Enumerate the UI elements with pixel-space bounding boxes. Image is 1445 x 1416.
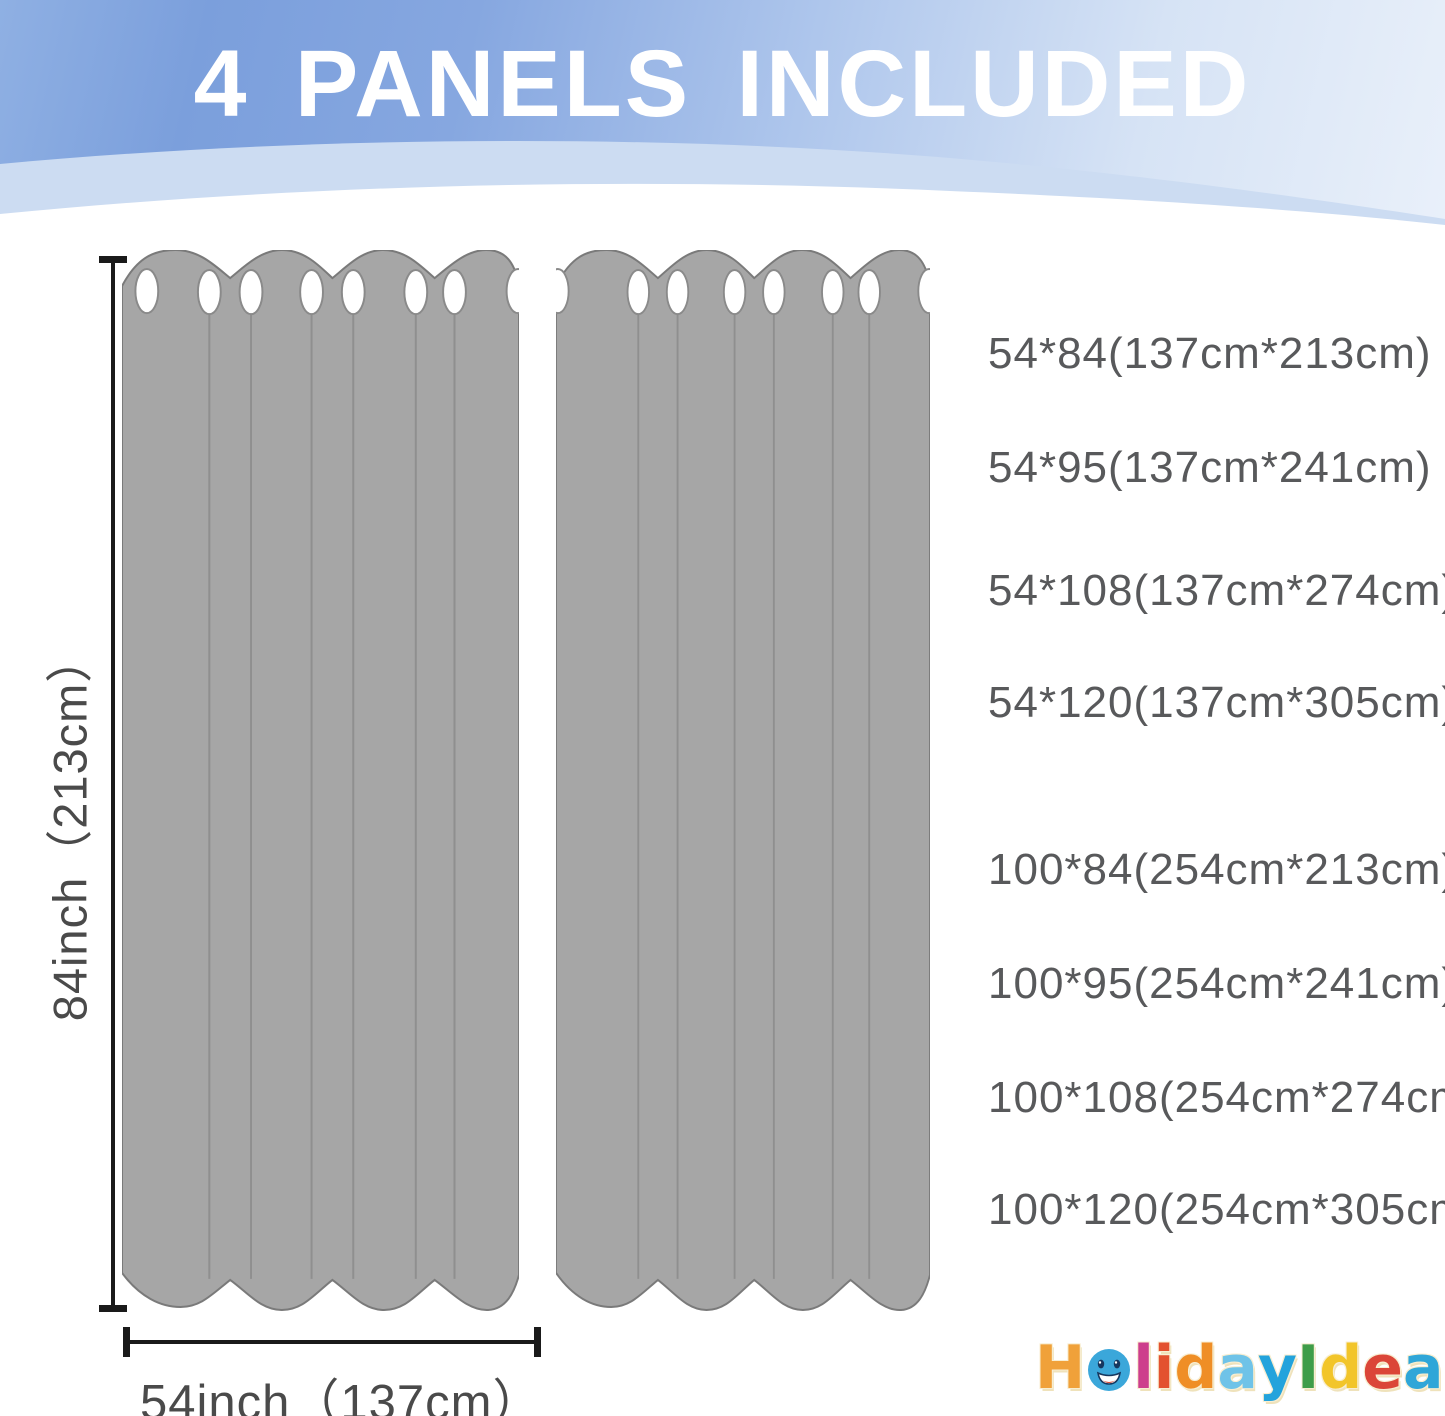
size-item: 100*120(254cm*305cm) xyxy=(988,1185,1445,1234)
logo-letter: e xyxy=(1362,1333,1403,1403)
banner-title: 4 PANELS INCLUDED xyxy=(193,31,1252,137)
height-dimension-cap-bottom xyxy=(99,1305,127,1312)
curtain-fabric xyxy=(556,250,930,1311)
size-item: 54*95(137cm*241cm) xyxy=(988,443,1432,492)
logo-letter: s xyxy=(1443,1336,1445,1400)
curtain-fabric xyxy=(122,250,519,1311)
width-label: 54inch（137cm） xyxy=(140,1376,543,1416)
banner-wave-decoration xyxy=(0,140,1445,240)
logo-letter: a xyxy=(1402,1333,1444,1403)
size-item: 100*108(254cm*274cm) xyxy=(988,1073,1445,1122)
logo-letter: H xyxy=(1035,1333,1086,1403)
grommets xyxy=(556,268,930,316)
grommets xyxy=(134,268,519,316)
width-dimension-cap-left xyxy=(123,1327,130,1357)
height-label: 84inch（213cm） xyxy=(43,634,97,1022)
logo-letter: i xyxy=(1153,1333,1175,1403)
curtain-fold-lines xyxy=(637,314,871,1279)
curtain-fold-lines xyxy=(208,314,456,1279)
logo-letter: a xyxy=(1217,1333,1258,1403)
height-dimension-cap-top xyxy=(99,256,127,263)
curtain-panel-right xyxy=(556,250,930,1311)
curtain-panel-left xyxy=(122,250,519,1311)
size-item: 54*120(137cm*305cm) xyxy=(988,678,1445,727)
banner: 4 PANELS INCLUDED xyxy=(0,0,1445,240)
smiley-face-icon xyxy=(1088,1349,1131,1391)
height-dimension-line xyxy=(111,260,115,1308)
size-item: 100*84(254cm*213cm) xyxy=(988,845,1445,894)
logo-letter: I xyxy=(1296,1333,1320,1403)
size-item: 100*95(254cm*241cm) xyxy=(988,959,1445,1008)
width-dimension-line xyxy=(125,1340,539,1344)
brand-logo: H lidayIdeas® xyxy=(1035,1332,1445,1400)
logo-letter: d xyxy=(1319,1333,1363,1403)
logo-letter: d xyxy=(1174,1333,1218,1403)
width-dimension-cap-right xyxy=(534,1327,541,1357)
logo-letter: l xyxy=(1133,1333,1154,1403)
logo-letter: y xyxy=(1257,1333,1297,1403)
size-item: 54*108(137cm*274cm) xyxy=(988,566,1445,615)
size-item: 54*84(137cm*213cm) xyxy=(988,329,1432,378)
